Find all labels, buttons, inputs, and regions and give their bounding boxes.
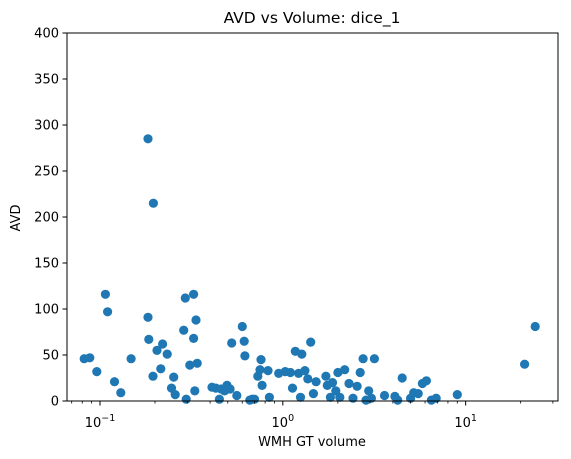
data-point-18 [169, 372, 179, 382]
y-tick-label: 200 [34, 211, 59, 226]
data-point-59 [303, 374, 313, 384]
data-point-62 [311, 377, 321, 387]
data-point-2 [92, 367, 102, 377]
data-point-26 [190, 386, 200, 396]
y-tick-label: 400 [34, 27, 59, 42]
data-point-13 [152, 345, 162, 355]
y-tick-label: 250 [34, 165, 59, 180]
data-point-47 [257, 380, 267, 390]
data-point-66 [327, 378, 338, 388]
data-point-58 [300, 366, 310, 376]
data-point-15 [158, 339, 168, 349]
data-point-48 [263, 366, 273, 376]
data-point-39 [239, 336, 249, 346]
data-point-77 [364, 386, 374, 396]
data-point-70 [340, 365, 350, 375]
data-point-22 [181, 394, 191, 404]
data-point-57 [297, 349, 307, 359]
data-point-40 [240, 351, 250, 361]
data-point-3 [100, 289, 110, 299]
data-point-9 [143, 312, 153, 322]
data-point-19 [170, 390, 180, 400]
data-point-31 [214, 394, 224, 404]
data-point-86 [413, 389, 423, 399]
y-tick-label: 0 [51, 395, 59, 410]
data-point-91 [452, 390, 462, 400]
data-point-11 [148, 371, 158, 381]
data-point-74 [355, 367, 365, 378]
data-point-56 [295, 392, 306, 402]
data-point-60 [306, 337, 316, 347]
data-point-8 [143, 134, 153, 144]
chart-title: AVD vs Volume: dice_1 [224, 9, 401, 28]
data-point-7 [126, 354, 136, 364]
data-point-61 [308, 389, 318, 399]
data-point-93 [530, 321, 540, 332]
data-point-37 [232, 390, 242, 401]
data-point-46 [256, 355, 266, 365]
data-point-14 [156, 364, 166, 374]
data-point-75 [358, 354, 368, 364]
data-point-27 [191, 315, 201, 325]
data-point-69 [335, 392, 345, 402]
x-tick-label: 10−1 [85, 413, 116, 431]
data-point-1 [85, 353, 95, 363]
x-tick-label: 101 [454, 413, 477, 431]
data-point-63 [321, 371, 331, 381]
data-point-45 [255, 365, 265, 375]
data-point-52 [285, 367, 295, 378]
data-point-25 [189, 333, 199, 343]
data-point-20 [179, 325, 189, 335]
data-point-10 [144, 334, 154, 344]
y-tick-label: 150 [34, 257, 59, 272]
data-point-12 [148, 198, 158, 208]
y-tick-label: 350 [34, 73, 59, 88]
x-axis-label: WMH GT volume [258, 435, 366, 450]
data-point-5 [109, 377, 120, 387]
data-point-21 [180, 293, 190, 303]
data-point-73 [352, 381, 362, 391]
data-point-53 [287, 383, 298, 393]
data-point-24 [189, 289, 199, 299]
x-tick-label: 100 [272, 413, 295, 431]
axis-ticks: 0 50 100 150 200 250 300 350 400 10−1 100 101 [34, 27, 554, 431]
data-points [79, 134, 540, 405]
data-point-4 [103, 307, 113, 317]
data-point-88 [421, 376, 431, 386]
data-point-49 [264, 392, 274, 402]
data-point-92 [520, 359, 530, 369]
y-tick-label: 100 [34, 303, 59, 318]
data-point-65 [325, 392, 335, 402]
y-tick-label: 50 [42, 349, 59, 364]
data-point-71 [344, 378, 354, 389]
y-axis-label: AVD [9, 205, 24, 232]
data-point-16 [162, 349, 172, 359]
data-point-80 [379, 390, 390, 401]
data-point-36 [227, 338, 237, 348]
data-point-28 [192, 358, 202, 368]
data-point-6 [116, 388, 126, 398]
y-tick-label: 300 [34, 119, 59, 134]
data-point-23 [185, 360, 195, 370]
data-point-35 [225, 384, 235, 394]
data-point-82 [393, 395, 403, 405]
data-point-83 [397, 373, 407, 383]
data-point-79 [369, 354, 379, 364]
data-point-38 [237, 321, 247, 332]
